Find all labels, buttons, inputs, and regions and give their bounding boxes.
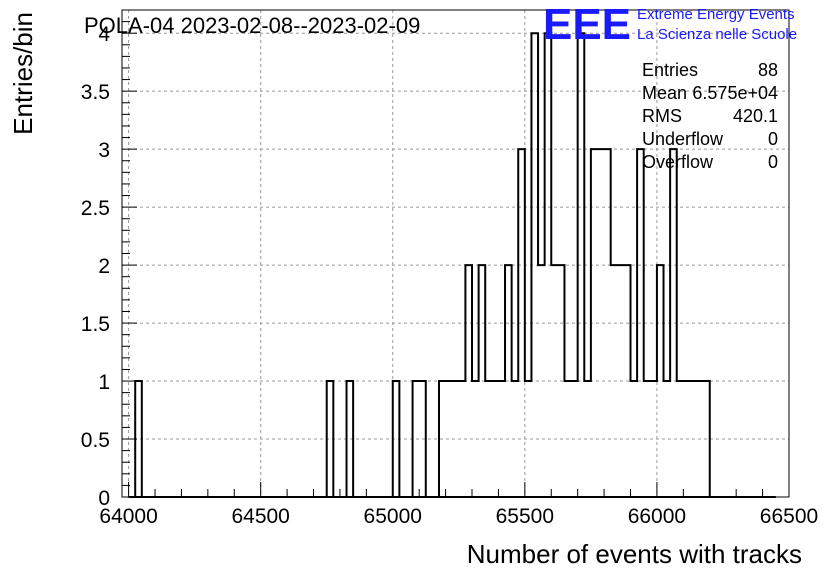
y-tick-label: 1 bbox=[98, 371, 110, 394]
y-tick-label: 2.5 bbox=[81, 197, 110, 220]
eee-logo-mark: EEE bbox=[543, 0, 631, 49]
x-tick-label: 64000 bbox=[99, 505, 157, 528]
stats-value-rms: 420.1 bbox=[733, 106, 778, 126]
logo-line-1: Extreme Energy Events bbox=[637, 6, 795, 23]
plot-frame bbox=[121, 9, 790, 498]
x-axis-ticks: 64000 64500 65000 65500 66000 66500 bbox=[99, 482, 818, 528]
y-axis-label: Entries/bin bbox=[8, 12, 38, 135]
stats-box: Entries 88 Mean 6.575e+04 RMS 420.1 Unde… bbox=[642, 60, 778, 172]
grid-lines bbox=[122, 10, 790, 498]
x-tick-label: 65500 bbox=[496, 505, 554, 528]
y-tick-label: 0.5 bbox=[81, 429, 110, 452]
stats-label-entries: Entries bbox=[642, 60, 698, 80]
histogram-step-run bbox=[391, 380, 401, 497]
y-tick-label: 2 bbox=[98, 255, 110, 278]
y-tick-label: 1.5 bbox=[81, 313, 110, 336]
y-tick-label: 0 bbox=[98, 487, 110, 510]
x-axis-label: Number of events with tracks bbox=[467, 539, 802, 569]
stats-label-underflow: Underflow bbox=[642, 129, 724, 149]
stats-value-overflow: 0 bbox=[768, 152, 778, 172]
y-tick-label: 3.5 bbox=[81, 81, 110, 104]
eee-logo: EEE Extreme Energy Events La Scienza nel… bbox=[543, 0, 797, 49]
histogram-step-run bbox=[325, 380, 335, 497]
stats-value-mean: 6.575e+04 bbox=[692, 83, 778, 103]
x-tick-label: 64500 bbox=[231, 505, 289, 528]
logo-line-2: La Scienza nelle Scuole bbox=[637, 26, 797, 43]
histogram-step-run bbox=[345, 380, 355, 497]
stats-value-entries: 88 bbox=[758, 60, 778, 80]
x-tick-label: 66500 bbox=[760, 505, 818, 528]
y-tick-label: 4 bbox=[98, 23, 110, 46]
chart-title: POLA-04 2023-02-08--2023-02-09 bbox=[84, 13, 420, 38]
y-tick-label: 3 bbox=[98, 139, 110, 162]
histogram-step-run bbox=[437, 32, 711, 497]
y-axis-ticks: 0 0.5 1 1.5 2 2.5 3 3.5 4 bbox=[81, 9, 137, 510]
stats-label-rms: RMS bbox=[642, 106, 682, 126]
x-tick-label: 65000 bbox=[364, 505, 422, 528]
stats-label-mean: Mean bbox=[642, 83, 687, 103]
stats-label-overflow: Overflow bbox=[642, 152, 714, 172]
histogram-step-run bbox=[411, 380, 427, 497]
x-tick-label: 66000 bbox=[628, 505, 686, 528]
stats-value-underflow: 0 bbox=[768, 129, 778, 149]
